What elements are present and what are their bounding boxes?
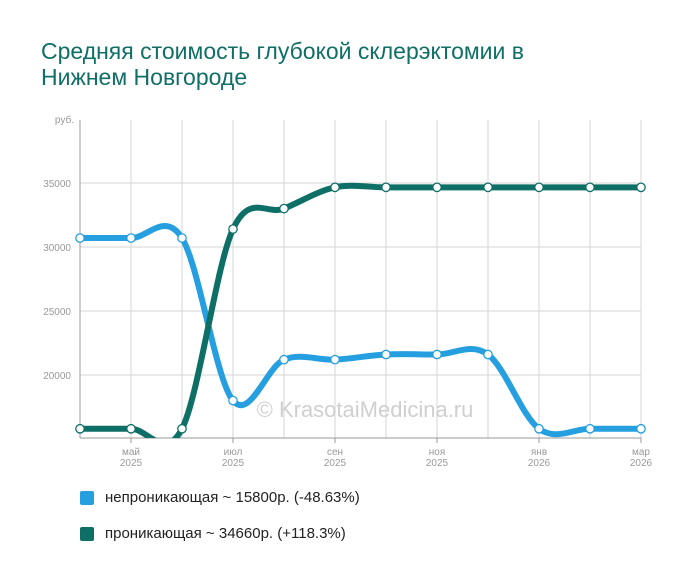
data-point: [636, 423, 646, 434]
data-point: [75, 233, 85, 243]
data-point: [177, 423, 187, 434]
legend-item-nonpenetrating[interactable]: непроникающая ~ 15800р. (-48.63%): [80, 489, 360, 506]
data-point: [534, 423, 544, 434]
legend-swatch: [80, 526, 94, 541]
data-point: [279, 354, 289, 365]
data-point: [432, 349, 442, 360]
data-point: [126, 423, 136, 434]
x-tick-year: 2026: [528, 458, 551, 469]
watermark: © KrasotaiMedicina.ru: [257, 397, 474, 422]
data-point: [228, 395, 238, 406]
data-point: [585, 423, 595, 434]
data-point: [483, 349, 493, 360]
x-tick-year: 2026: [630, 458, 653, 469]
x-tick-year: 2025: [120, 458, 143, 469]
data-point: [483, 182, 493, 193]
y-tick-label: 35000: [43, 179, 71, 190]
data-point: [228, 224, 238, 234]
x-tick-month: мар: [632, 447, 650, 458]
data-point: [75, 423, 85, 434]
y-tick-label: 30000: [43, 243, 71, 254]
data-point: [177, 233, 187, 243]
legend-swatch: [80, 490, 94, 505]
data-point: [126, 233, 136, 243]
data-point: [381, 349, 391, 360]
chart-title: Средняя стоимость глубокой склерэктомии …: [41, 38, 524, 90]
data-point: [636, 182, 646, 193]
y-tick-label: 20000: [43, 371, 71, 382]
x-tick-month: июл: [224, 447, 243, 458]
x-tick-year: 2025: [324, 458, 347, 469]
x-tick-year: 2025: [222, 458, 245, 469]
data-point: [330, 182, 340, 193]
legend-label: непроникающая ~ 15800р. (-48.63%): [105, 489, 360, 506]
y-tick-label: 25000: [43, 307, 71, 318]
x-tick-month: ноя: [429, 447, 446, 458]
data-point: [585, 182, 595, 193]
data-point: [381, 182, 391, 193]
data-point: [432, 182, 442, 193]
data-point: [330, 354, 340, 365]
data-point: [279, 203, 289, 214]
legend-label: проникающая ~ 34660р. (+118.3%): [105, 525, 346, 542]
data-point: [534, 182, 544, 193]
x-tick-month: сен: [327, 447, 343, 458]
x-tick-year: 2025: [426, 458, 449, 469]
x-tick-month: май: [122, 447, 140, 458]
x-tick-month: янв: [531, 447, 547, 458]
y-axis-unit-label: руб.: [55, 114, 74, 126]
legend-item-penetrating[interactable]: проникающая ~ 34660р. (+118.3%): [80, 525, 346, 542]
